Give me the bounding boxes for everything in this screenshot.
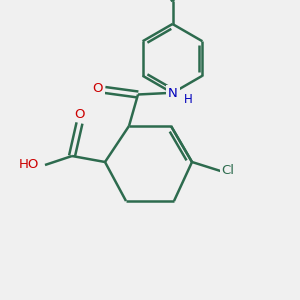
Text: Cl: Cl — [221, 164, 235, 178]
Text: H: H — [184, 92, 193, 106]
Text: HO: HO — [19, 158, 39, 172]
Text: N: N — [168, 86, 178, 100]
Text: O: O — [74, 107, 85, 121]
Text: O: O — [92, 82, 103, 95]
